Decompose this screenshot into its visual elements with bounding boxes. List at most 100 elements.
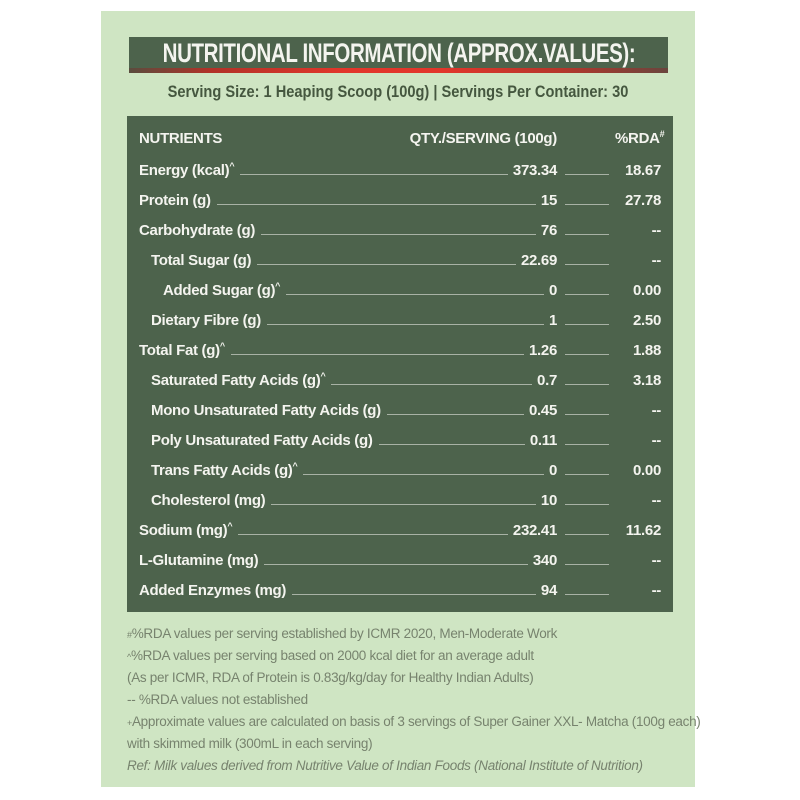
footnote-line: with skimmed milk (300mL in each serving… [127, 736, 373, 751]
table-row: Sodium (mg)^ 232.41 11.62 [139, 514, 661, 544]
rda-gap-line [565, 593, 609, 595]
footnote-line: #%RDA values per serving established by … [127, 626, 558, 641]
nutrient-label: Added Sugar (g)^ [163, 281, 281, 299]
leader-line [386, 413, 524, 415]
qty-value: 15 [540, 192, 557, 209]
footnote-line: Ref: Milk values derived from Nutritive … [127, 758, 643, 773]
footnote-line: -- %RDA values not established [127, 692, 308, 707]
table-row: Carbohydrate (g) 76 -- [139, 214, 661, 244]
qty-value: 373.34 [512, 162, 557, 179]
leader-line [238, 533, 508, 535]
rda-value: 0.00 [633, 282, 661, 299]
rda-value: -- [651, 222, 662, 239]
footnotes-section: #%RDA values per serving established by … [127, 623, 701, 777]
nutrition-label-card: NUTRITIONAL INFORMATION (APPROX.VALUES):… [101, 11, 701, 787]
table-body: Energy (kcal)^ 373.34 18.67 Protein (g) 15 27… [139, 154, 661, 604]
header-rda: %RDA# [615, 129, 665, 147]
qty-value: 1.26 [529, 342, 557, 359]
leader-line [286, 293, 544, 295]
rda-value: -- [651, 492, 662, 509]
table-header-row: NUTRIENTS QTY./SERVING (100g) %RDA# [139, 120, 665, 154]
rda-gap-line [565, 503, 609, 505]
rda-superscript: # [659, 129, 665, 139]
rda-gap-line [565, 323, 609, 325]
leader-line [331, 383, 533, 385]
serving-size-line: Serving Size: 1 Heaping Scoop (100g) | S… [167, 82, 629, 101]
footnote-line: +Approximate values are calculated on ba… [127, 714, 701, 729]
title-bar: NUTRITIONAL INFORMATION (APPROX.VALUES): [129, 37, 668, 73]
nutrient-label: Total Sugar (g) [151, 252, 252, 269]
footnote-superscript: # [127, 630, 132, 640]
leader-line [261, 233, 536, 235]
qty-value: 10 [540, 492, 557, 509]
header-nutrients: NUTRIENTS [139, 130, 223, 147]
qty-value: 0.7 [537, 372, 557, 389]
red-underline-accent [129, 68, 668, 73]
nutrient-label-superscript: ^ [227, 521, 233, 531]
rda-gap-line [565, 413, 609, 415]
nutrient-label: Saturated Fatty Acids (g)^ [151, 371, 326, 389]
table-row: Saturated Fatty Acids (g)^ 0.7 3.18 [139, 364, 661, 394]
rda-gap-line [565, 353, 609, 355]
rda-gap-line [565, 263, 609, 265]
table-row: Dietary Fibre (g) 1 2.50 [139, 304, 661, 334]
rda-value: 0.00 [633, 462, 661, 479]
nutrient-label-superscript: ^ [229, 161, 235, 171]
nutrient-label: Added Enzymes (mg) [139, 582, 287, 599]
rda-value: 3.18 [633, 372, 661, 389]
table-row: Energy (kcal)^ 373.34 18.67 [139, 154, 661, 184]
nutrient-label: Dietary Fibre (g) [151, 312, 261, 329]
leader-line [303, 473, 544, 475]
qty-value: 76 [540, 222, 557, 239]
leader-line [230, 353, 524, 355]
table-row: Poly Unsaturated Fatty Acids (g) 0.11 -- [139, 424, 661, 454]
rda-value: -- [651, 552, 662, 569]
table-row: Cholesterol (mg) 10 -- [139, 484, 661, 514]
qty-value: 340 [532, 552, 557, 569]
nutrient-label: Cholesterol (mg) [151, 492, 266, 509]
table-row: Trans Fatty Acids (g)^ 0 0.00 [139, 454, 661, 484]
qty-value: 22.69 [520, 252, 557, 269]
nutrient-label: Total Fat (g)^ [139, 341, 225, 359]
table-row: L-Glutamine (mg) 340 -- [139, 544, 661, 574]
table-row: Added Sugar (g)^ 0 0.00 [139, 274, 661, 304]
footnote-superscript: ^ [127, 652, 131, 662]
qty-value: 1 [548, 312, 557, 329]
nutrient-label-superscript: ^ [292, 461, 298, 471]
rda-gap-line [565, 203, 609, 205]
qty-value: 0.45 [529, 402, 557, 419]
rda-value: -- [651, 402, 662, 419]
nutrient-label: Carbohydrate (g) [139, 222, 256, 239]
rda-value: 27.78 [624, 192, 661, 209]
rda-value: 2.50 [633, 312, 661, 329]
leader-line [378, 443, 525, 445]
table-row: Mono Unsaturated Fatty Acids (g) 0.45 -- [139, 394, 661, 424]
nutrition-table: NUTRIENTS QTY./SERVING (100g) %RDA# Ener… [127, 116, 673, 612]
nutrient-label-superscript: ^ [275, 281, 281, 291]
nutrient-label-superscript: ^ [320, 371, 326, 381]
header-qty-per-serving: QTY./SERVING (100g) [409, 130, 558, 147]
nutrient-label: Energy (kcal)^ [139, 161, 235, 179]
nutrient-label: Mono Unsaturated Fatty Acids (g) [151, 402, 381, 419]
rda-gap-line [565, 473, 609, 475]
rda-value: 18.67 [624, 162, 661, 179]
leader-line [292, 593, 536, 595]
table-row: Total Sugar (g) 22.69 -- [139, 244, 661, 274]
rda-value: 11.62 [625, 522, 662, 539]
leader-line [240, 173, 508, 175]
leader-line [216, 203, 536, 205]
leader-line [266, 323, 544, 325]
rda-gap-line [565, 443, 609, 445]
nutrient-label: Trans Fatty Acids (g)^ [151, 461, 298, 479]
qty-value: 232.41 [512, 522, 557, 539]
rda-gap-line [565, 233, 609, 235]
qty-value: 0 [548, 282, 557, 299]
footnote-line: ^%RDA values per serving based on 2000 k… [127, 648, 534, 663]
footnote-line: (As per ICMR, RDA of Protein is 0.83g/kg… [127, 670, 534, 685]
leader-line [257, 263, 516, 265]
qty-value: 0.11 [529, 432, 557, 449]
qty-value: 94 [540, 582, 557, 599]
rda-value: -- [651, 432, 662, 449]
rda-value: 1.88 [633, 342, 661, 359]
rda-gap-line [565, 563, 609, 565]
